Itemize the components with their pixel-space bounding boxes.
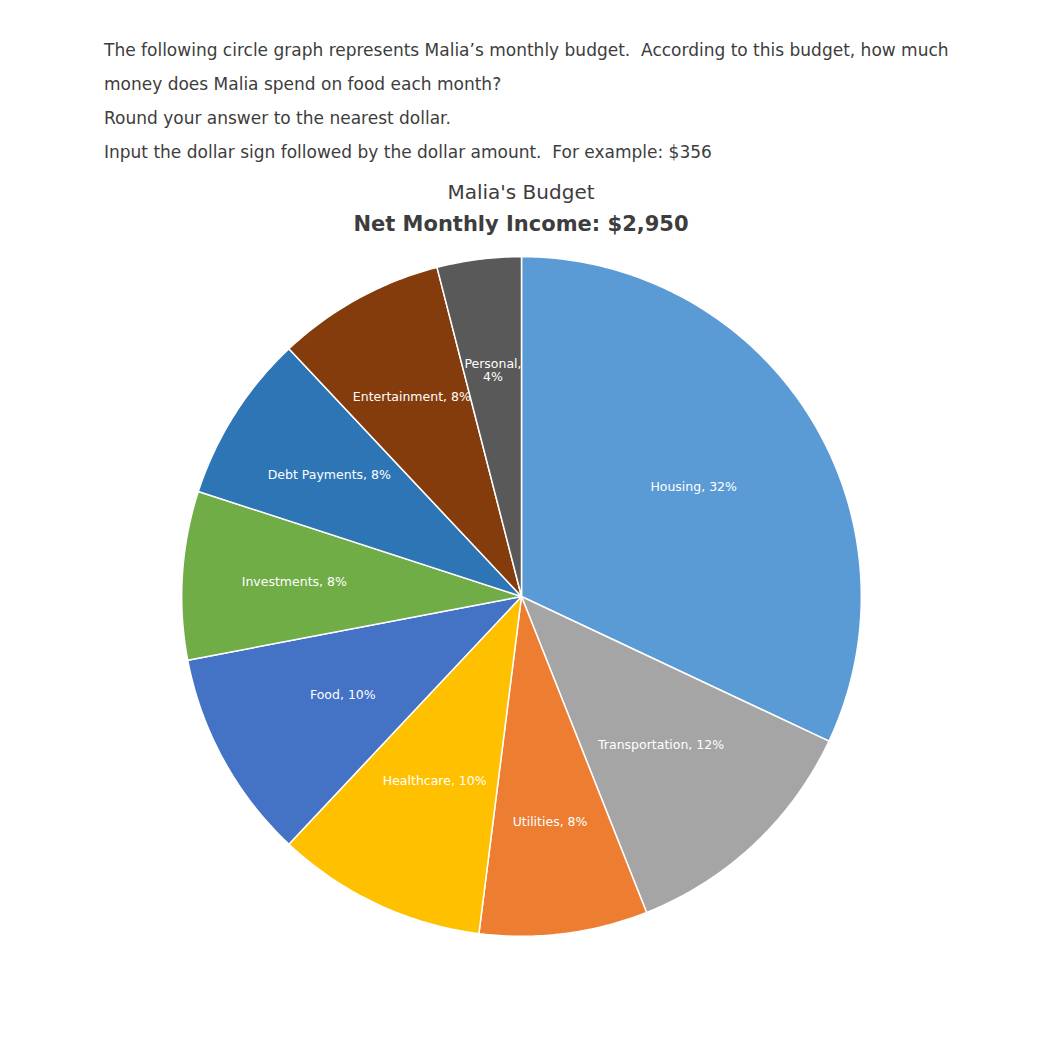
html-text:Malia's Budget: Malia's Budget — [447, 180, 595, 204]
svg-text:Transportation, 12%: Transportation, 12% — [597, 737, 724, 752]
html-text:Round your answer to the neare: Round your answer to the nearest dollar. — [104, 108, 451, 128]
svg-text:Utilities, 8%: Utilities, 8% — [513, 814, 588, 829]
svg-text:Housing, 32%: Housing, 32% — [650, 479, 737, 494]
svg-text:Food, 10%: Food, 10% — [310, 687, 376, 702]
svg-text:Entertainment, 8%: Entertainment, 8% — [353, 389, 471, 404]
svg-text:Debt Payments, 8%: Debt Payments, 8% — [268, 467, 391, 482]
svg-text:Healthcare, 10%: Healthcare, 10% — [383, 773, 487, 788]
svg-text:Investments, 8%: Investments, 8% — [242, 574, 347, 589]
html-text:Input the dollar sign followed: Input the dollar sign followed by the do… — [104, 142, 712, 162]
html-text:money does Malia spend on food: money does Malia spend on food each mont… — [104, 74, 502, 94]
html-text:The following circle graph rep: The following circle graph represents Ma… — [104, 40, 949, 60]
html-text:Net Monthly Income: $2,950: Net Monthly Income: $2,950 — [353, 212, 689, 236]
svg-text:Personal,4%: Personal,4% — [464, 356, 521, 384]
